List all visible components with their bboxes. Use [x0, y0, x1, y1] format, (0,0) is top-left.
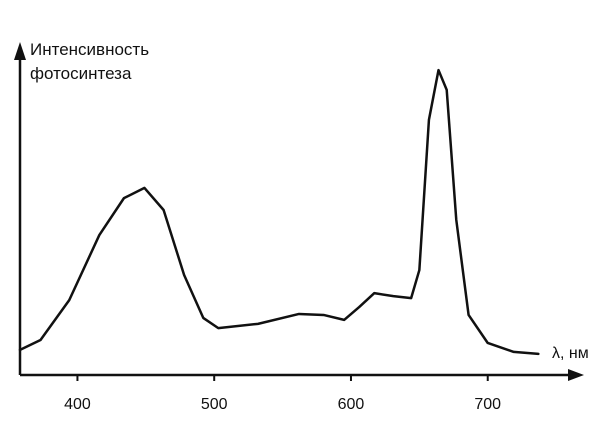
y-axis-label: Интенсивность фотосинтеза	[30, 40, 150, 83]
x-tick-label: 500	[201, 396, 228, 413]
x-arrow	[568, 369, 584, 381]
x-tick-label: 700	[474, 396, 501, 413]
y-arrow	[14, 42, 26, 60]
x-tick-label: 600	[338, 396, 365, 413]
x-tick-label: 400	[64, 396, 91, 413]
data-line	[18, 68, 540, 356]
x-axis-label: λ, нм	[552, 345, 589, 362]
